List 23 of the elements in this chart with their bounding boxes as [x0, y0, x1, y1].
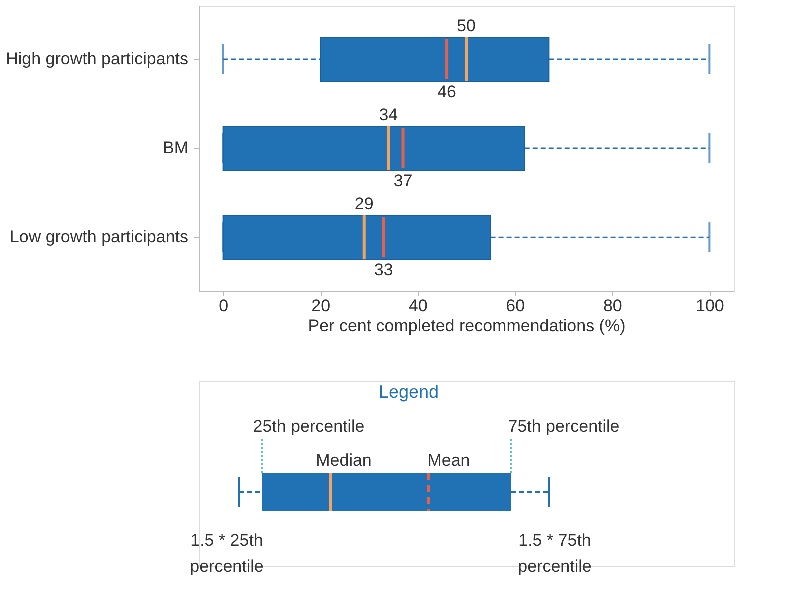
annotation: 33: [374, 260, 394, 280]
x-tick-label: 80: [603, 296, 622, 316]
annotation: 29: [354, 194, 374, 214]
y-tick-label: High growth participants: [6, 49, 188, 68]
annotation: 37: [394, 172, 413, 190]
y-tick-label: Low growth participants: [10, 228, 188, 247]
annotation: 46: [438, 82, 457, 102]
annotation: 34: [379, 106, 398, 124]
text: Mean: [428, 451, 470, 470]
annotation: 50: [457, 16, 476, 36]
text: 1.5 * 25th percentile: [190, 531, 264, 576]
x-tick-label: 0: [219, 296, 229, 316]
text: Median: [316, 451, 372, 470]
y-tick-label: BM: [163, 138, 188, 158]
x-tick-label: 20: [312, 296, 331, 316]
text: 75th percentile: [508, 417, 620, 436]
text: 1.5 * 75th percentile: [518, 531, 592, 576]
text: 25th percentile: [253, 417, 365, 436]
x-tick-label: 40: [408, 296, 428, 316]
x-axis-title: Per cent completed recommendations (%): [308, 316, 626, 336]
x-tick-label: 60: [506, 296, 526, 316]
x-tick-label: 100: [696, 296, 724, 316]
text: Legend: [378, 382, 440, 402]
